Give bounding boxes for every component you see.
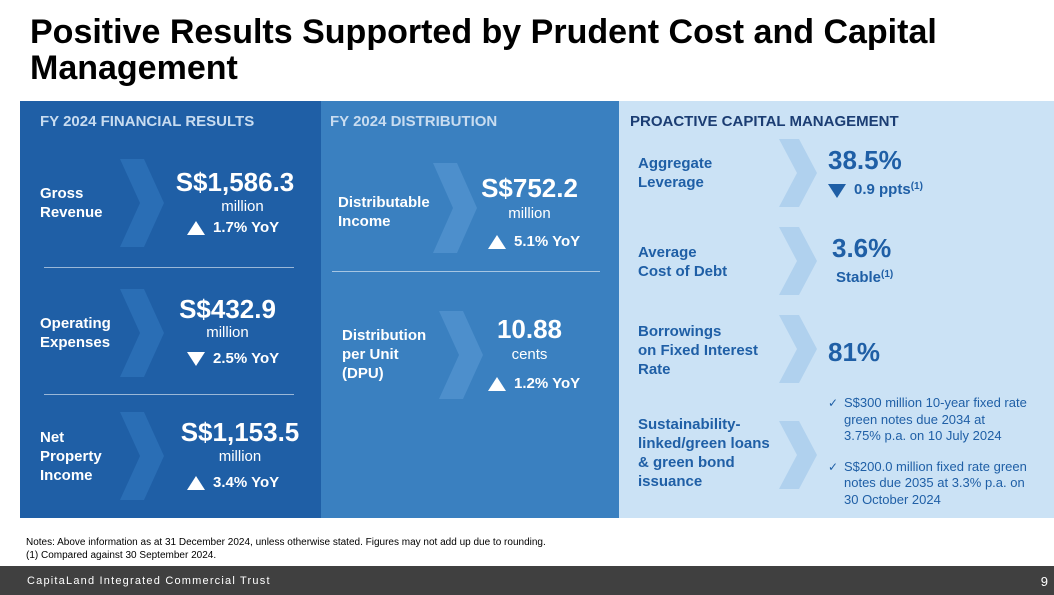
gross-revenue-value: S$1,586.3 (175, 167, 295, 197)
dpu-label: Distribution per Unit (DPU) (342, 327, 427, 382)
average-cost-of-debt-value: 3.6% (832, 233, 892, 263)
average-cost-of-debt-label: Average Cost of Debt (638, 244, 728, 280)
chevron-right-icon (120, 159, 164, 247)
fixed-rate-borrowings-value: 81% (828, 337, 881, 367)
distributable-income-unit: million (508, 205, 551, 222)
down-triangle-icon (828, 184, 846, 198)
checkmark-icon: ✓ (828, 459, 839, 474)
sustainability-financing-label: Sustainability- linked/green loans & gre… (638, 416, 770, 490)
up-triangle-icon (187, 476, 205, 490)
green-notes-list: ✓ S$300 million 10-year fixed rate green… (826, 395, 1048, 522)
financial-results-panel: FY 2024 FINANCIAL RESULTS Gross Revenue … (20, 101, 321, 518)
aggregate-leverage-value: 38.5% (828, 145, 902, 175)
chevron-right-icon (779, 421, 817, 489)
net-property-income-value: S$1,153.5 (180, 417, 300, 447)
chevron-right-icon (779, 139, 817, 207)
slide-title: Positive Results Supported by Prudent Co… (30, 13, 937, 87)
average-cost-of-debt-change: Stable(1) (836, 269, 894, 286)
up-triangle-icon (488, 235, 506, 249)
chevron-right-icon (779, 315, 817, 383)
page-number: 9 (1040, 574, 1048, 589)
aggregate-leverage-label: Aggregate Leverage (638, 155, 713, 191)
distribution-panel: FY 2024 DISTRIBUTION Distributable Incom… (321, 101, 619, 518)
list-item: ✓ S$200.0 million fixed rate green notes… (828, 458, 1027, 507)
fixed-rate-borrowings-label: Borrowings on Fixed Interest Rate (638, 323, 759, 378)
gross-revenue-change: 1.7% YoY (187, 219, 279, 237)
chevron-right-icon (439, 311, 483, 399)
list-item: ✓ S$300 million 10-year fixed rate green… (828, 395, 1027, 443)
chevron-right-icon (433, 163, 477, 253)
footer-company-name: CapitaLand Integrated Commercial Trust (27, 575, 271, 587)
chevron-right-icon (120, 289, 164, 377)
dpu-value: 10.88 (496, 314, 563, 344)
footer-bar: CapitaLand Integrated Commercial Trust 9 (0, 566, 1054, 595)
footnote-1: (1) Compared against 30 September 2024. (26, 549, 217, 561)
divider (44, 267, 294, 268)
notes-line: Notes: Above information as at 31 Decemb… (26, 537, 546, 548)
net-property-income-unit: million (218, 448, 262, 465)
chevron-right-icon (120, 412, 164, 500)
distributable-income-value: S$752.2 (481, 173, 578, 203)
operating-expenses-label: Operating Expenses (40, 315, 111, 351)
gross-revenue-unit: million (221, 198, 264, 215)
net-property-income-change: 3.4% YoY (187, 474, 279, 492)
capital-management-panel: PROACTIVE CAPITAL MANAGEMENT Aggregate L… (619, 101, 1054, 518)
capital-management-header: PROACTIVE CAPITAL MANAGEMENT (630, 113, 899, 130)
up-triangle-icon (488, 377, 506, 391)
chevron-right-icon (779, 227, 817, 295)
distribution-header: FY 2024 DISTRIBUTION (330, 113, 498, 130)
net-property-income-label: Net Property Income (40, 429, 102, 484)
dpu-unit: cents (511, 346, 548, 363)
operating-expenses-value: S$432.9 (179, 294, 276, 324)
divider (44, 394, 294, 395)
operating-expenses-unit: million (206, 324, 249, 341)
distributable-income-change: 5.1% YoY (488, 233, 580, 251)
down-triangle-icon (187, 352, 205, 366)
distributable-income-label: Distributable Income (338, 194, 430, 230)
financial-results-header: FY 2024 FINANCIAL RESULTS (40, 113, 255, 130)
gross-revenue-label: Gross Revenue (40, 185, 103, 221)
dpu-change: 1.2% YoY (488, 375, 580, 393)
divider (332, 271, 600, 272)
up-triangle-icon (187, 221, 205, 235)
checkmark-icon: ✓ (828, 396, 839, 410)
aggregate-leverage-change: 0.9 ppts(1) (828, 181, 923, 201)
operating-expenses-change: 2.5% YoY (187, 350, 279, 368)
footnotes: Notes: Above information as at 31 Decemb… (26, 537, 546, 562)
